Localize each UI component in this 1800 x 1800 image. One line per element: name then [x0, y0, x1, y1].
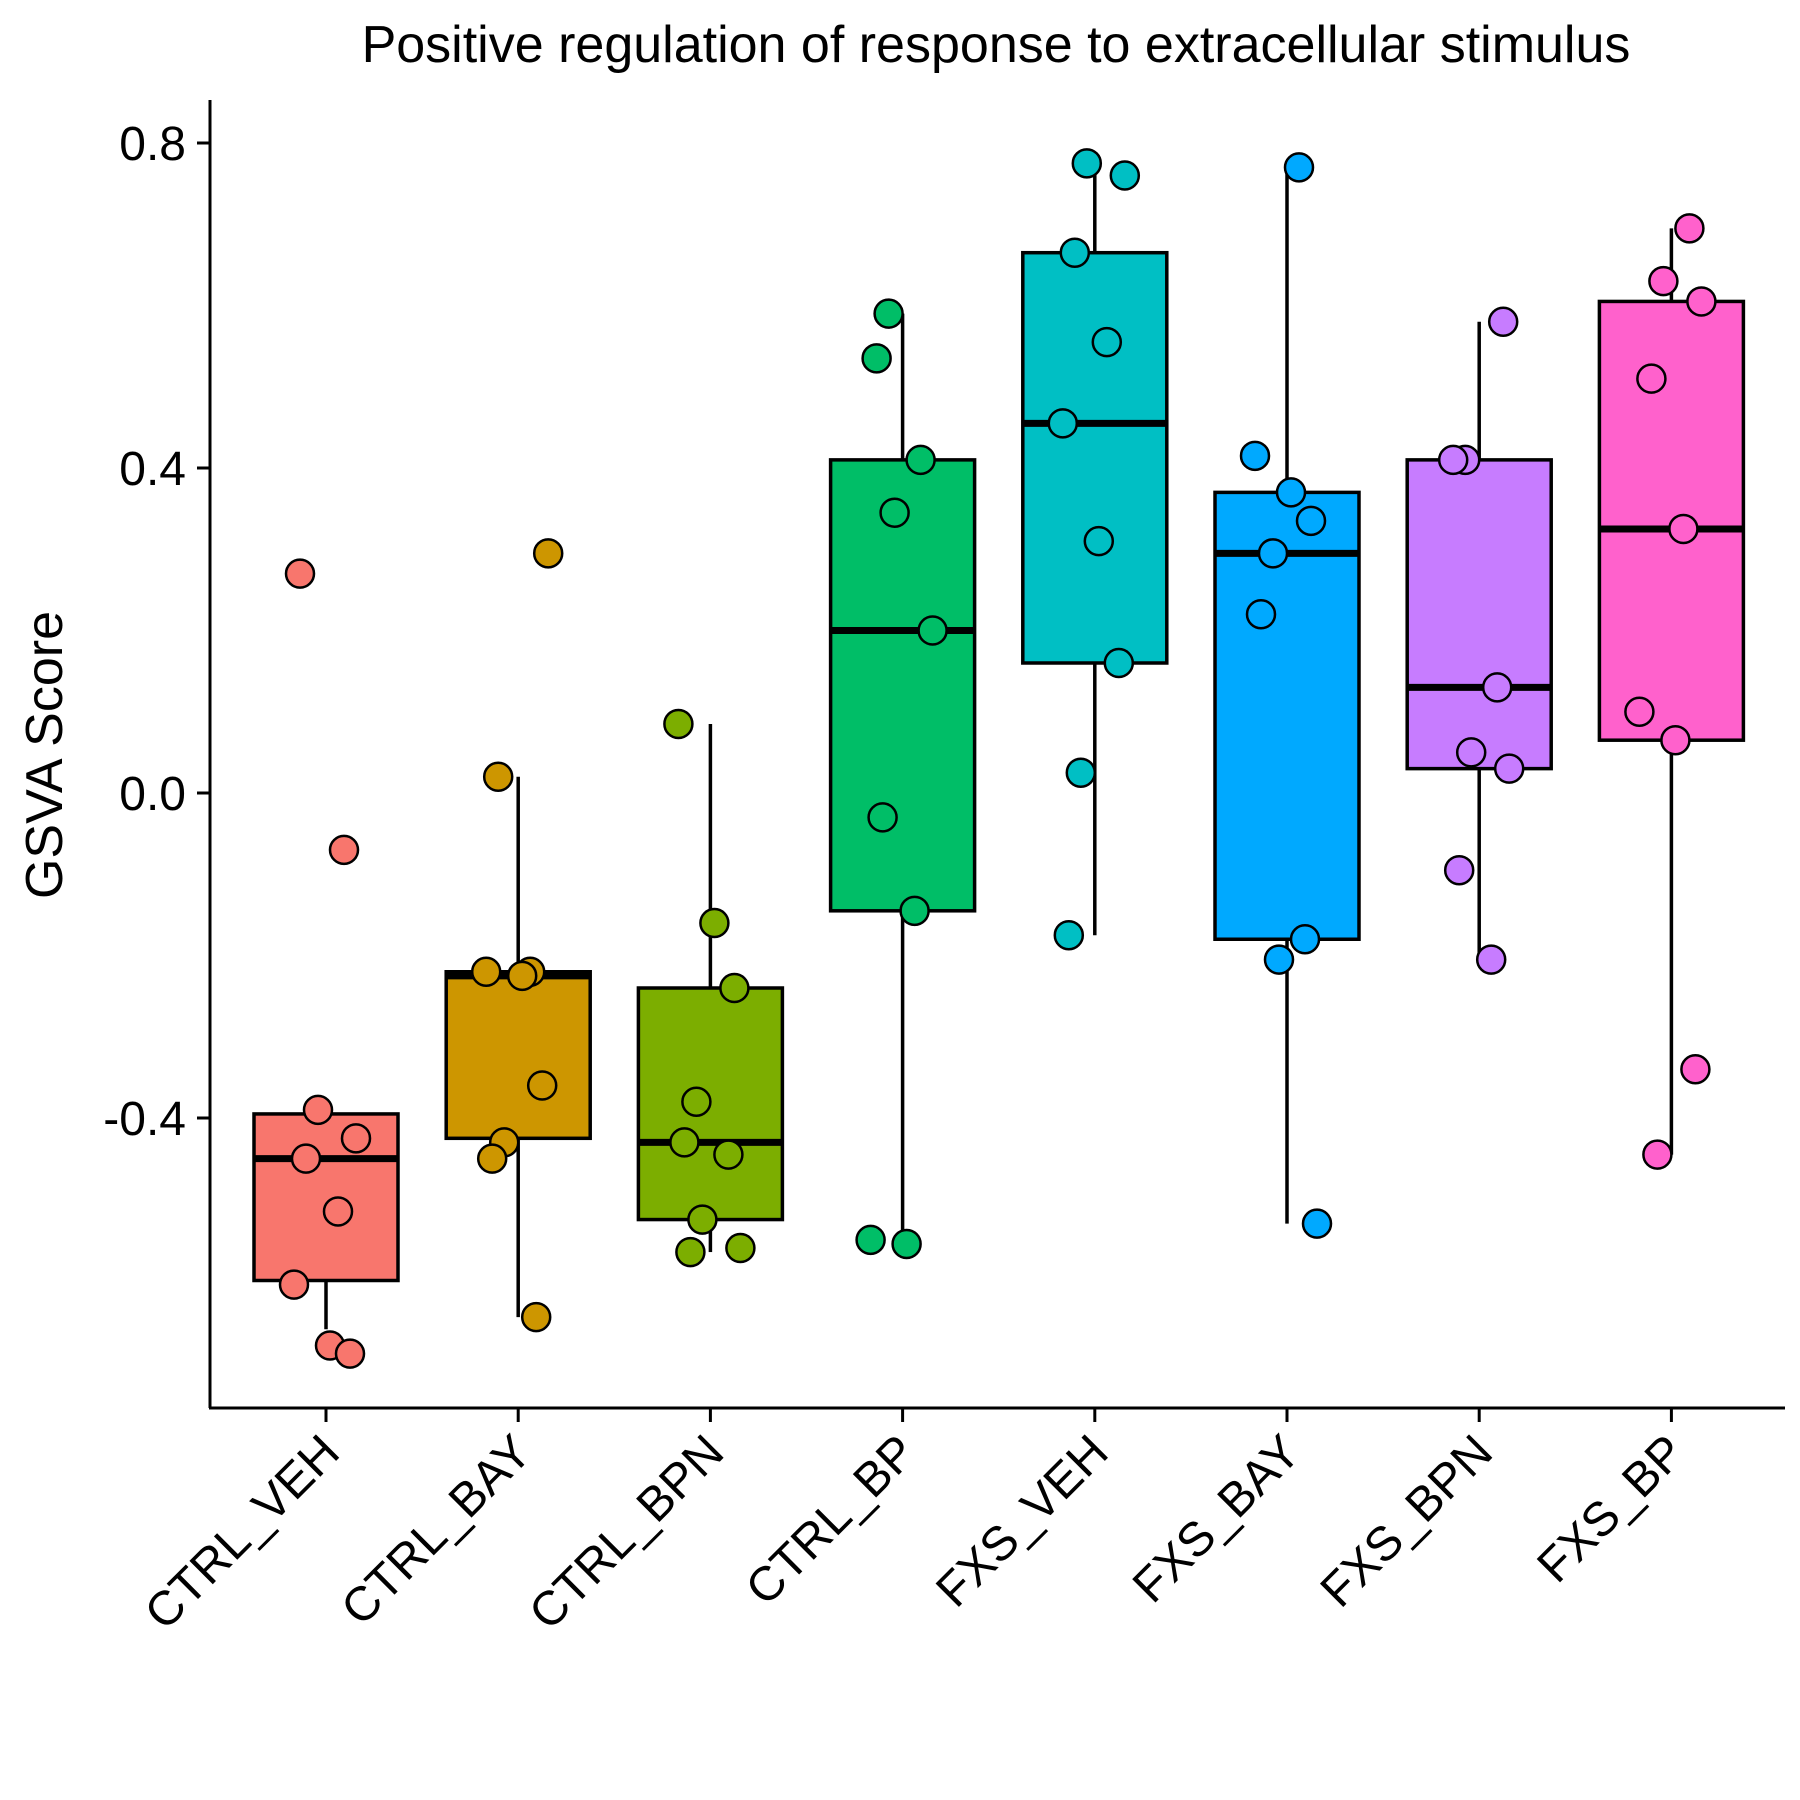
- box: [444, 970, 592, 1141]
- x-tick-label: CTRL_BAY: [332, 1425, 542, 1635]
- data-point: [1083, 525, 1115, 557]
- data-point: [1257, 538, 1289, 569]
- data-point: [1059, 237, 1091, 268]
- data-point: [1668, 513, 1699, 545]
- data-point: [1493, 753, 1525, 784]
- data-point: [1289, 924, 1321, 955]
- data-point: [1301, 1208, 1333, 1239]
- box: [1405, 458, 1553, 771]
- data-point: [506, 960, 538, 992]
- box-group-fxs-bp: [1597, 213, 1746, 1170]
- data-point: [899, 895, 930, 927]
- data-point: [1660, 724, 1691, 756]
- box-group-ctrl-bay: [444, 538, 592, 1333]
- data-point: [905, 444, 936, 476]
- data-point: [1437, 444, 1469, 476]
- data-point: [526, 1070, 558, 1101]
- data-point: [713, 1139, 744, 1170]
- data-point: [687, 1204, 718, 1235]
- y-axis-label: GSVA Score: [16, 611, 74, 899]
- data-point: [699, 907, 730, 939]
- box-group-ctrl-bp: [828, 298, 977, 1260]
- data-point: [1642, 1139, 1673, 1170]
- data-point: [1674, 213, 1705, 244]
- data-point: [681, 1086, 712, 1117]
- data-point: [470, 956, 502, 987]
- data-point: [340, 1123, 372, 1154]
- data-point: [1109, 160, 1141, 191]
- y-tick-label: 0.0: [119, 768, 186, 821]
- data-point: [1295, 505, 1327, 537]
- data-point: [302, 1094, 334, 1126]
- data-point: [1047, 408, 1079, 439]
- y-tick-label: 0.8: [119, 118, 186, 171]
- data-point: [1648, 265, 1679, 297]
- data-point: [1455, 737, 1487, 768]
- data-point: [1245, 599, 1277, 630]
- data-point: [1275, 477, 1307, 508]
- data-point: [917, 615, 948, 646]
- data-point: [1475, 944, 1507, 975]
- data-point: [867, 802, 898, 833]
- box-group-fxs-bpn: [1405, 306, 1553, 975]
- data-point: [1636, 363, 1667, 394]
- data-point: [861, 343, 892, 374]
- data-point: [873, 298, 904, 329]
- data-point: [482, 761, 514, 792]
- data-point: [520, 1301, 552, 1333]
- data-point: [1624, 696, 1655, 727]
- data-point: [1283, 152, 1315, 183]
- data-point: [675, 1236, 706, 1268]
- data-point: [1065, 757, 1097, 788]
- data-point: [532, 538, 564, 569]
- box: [252, 1112, 400, 1283]
- box-group-fxs-bay: [1213, 152, 1361, 1239]
- box-group-ctrl-bpn: [636, 708, 785, 1268]
- data-point: [1103, 647, 1135, 679]
- box-group-ctrl-veh: [252, 558, 400, 1369]
- data-point: [663, 708, 694, 740]
- y-tick-label: 0.4: [119, 443, 186, 496]
- x-tick-label: FXS_BAY: [1123, 1425, 1311, 1613]
- box: [828, 458, 977, 913]
- box: [1213, 490, 1361, 941]
- data-point: [1481, 672, 1513, 703]
- data-point: [1487, 306, 1519, 337]
- data-point: [284, 558, 316, 589]
- box-group-fxs-veh: [1021, 148, 1169, 951]
- data-point: [669, 1127, 700, 1158]
- data-point: [855, 1224, 886, 1256]
- data-point: [719, 972, 750, 1004]
- x-tick-label: CTRL_VEH: [135, 1425, 350, 1640]
- data-point: [879, 497, 910, 528]
- data-point: [1091, 326, 1123, 358]
- x-tick-label: FXS_VEH: [926, 1425, 1118, 1617]
- x-tick-label: CTRL_BP: [736, 1425, 926, 1615]
- plot-area: [252, 148, 1746, 1369]
- x-tick-label: CTRL_BPN: [519, 1425, 734, 1640]
- x-tick-label: FXS_BP: [1528, 1425, 1696, 1593]
- y-tick-label: -0.4: [103, 1093, 186, 1146]
- data-point: [1071, 148, 1103, 179]
- chart-title: Positive regulation of response to extra…: [362, 16, 1631, 74]
- data-point: [1680, 1054, 1711, 1085]
- data-point: [322, 1196, 354, 1227]
- data-point: [1053, 919, 1085, 951]
- data-point: [278, 1269, 310, 1300]
- data-point: [290, 1143, 322, 1174]
- x-tick-label: FXS_BPN: [1311, 1425, 1503, 1617]
- box: [1021, 250, 1169, 665]
- data-point: [891, 1228, 922, 1260]
- data-point: [1263, 944, 1295, 975]
- data-point: [1443, 854, 1475, 886]
- data-point: [328, 834, 360, 866]
- data-point: [725, 1232, 756, 1264]
- data-point: [1239, 440, 1271, 472]
- data-point: [476, 1143, 508, 1174]
- data-point: [1686, 286, 1717, 317]
- data-point: [334, 1338, 366, 1369]
